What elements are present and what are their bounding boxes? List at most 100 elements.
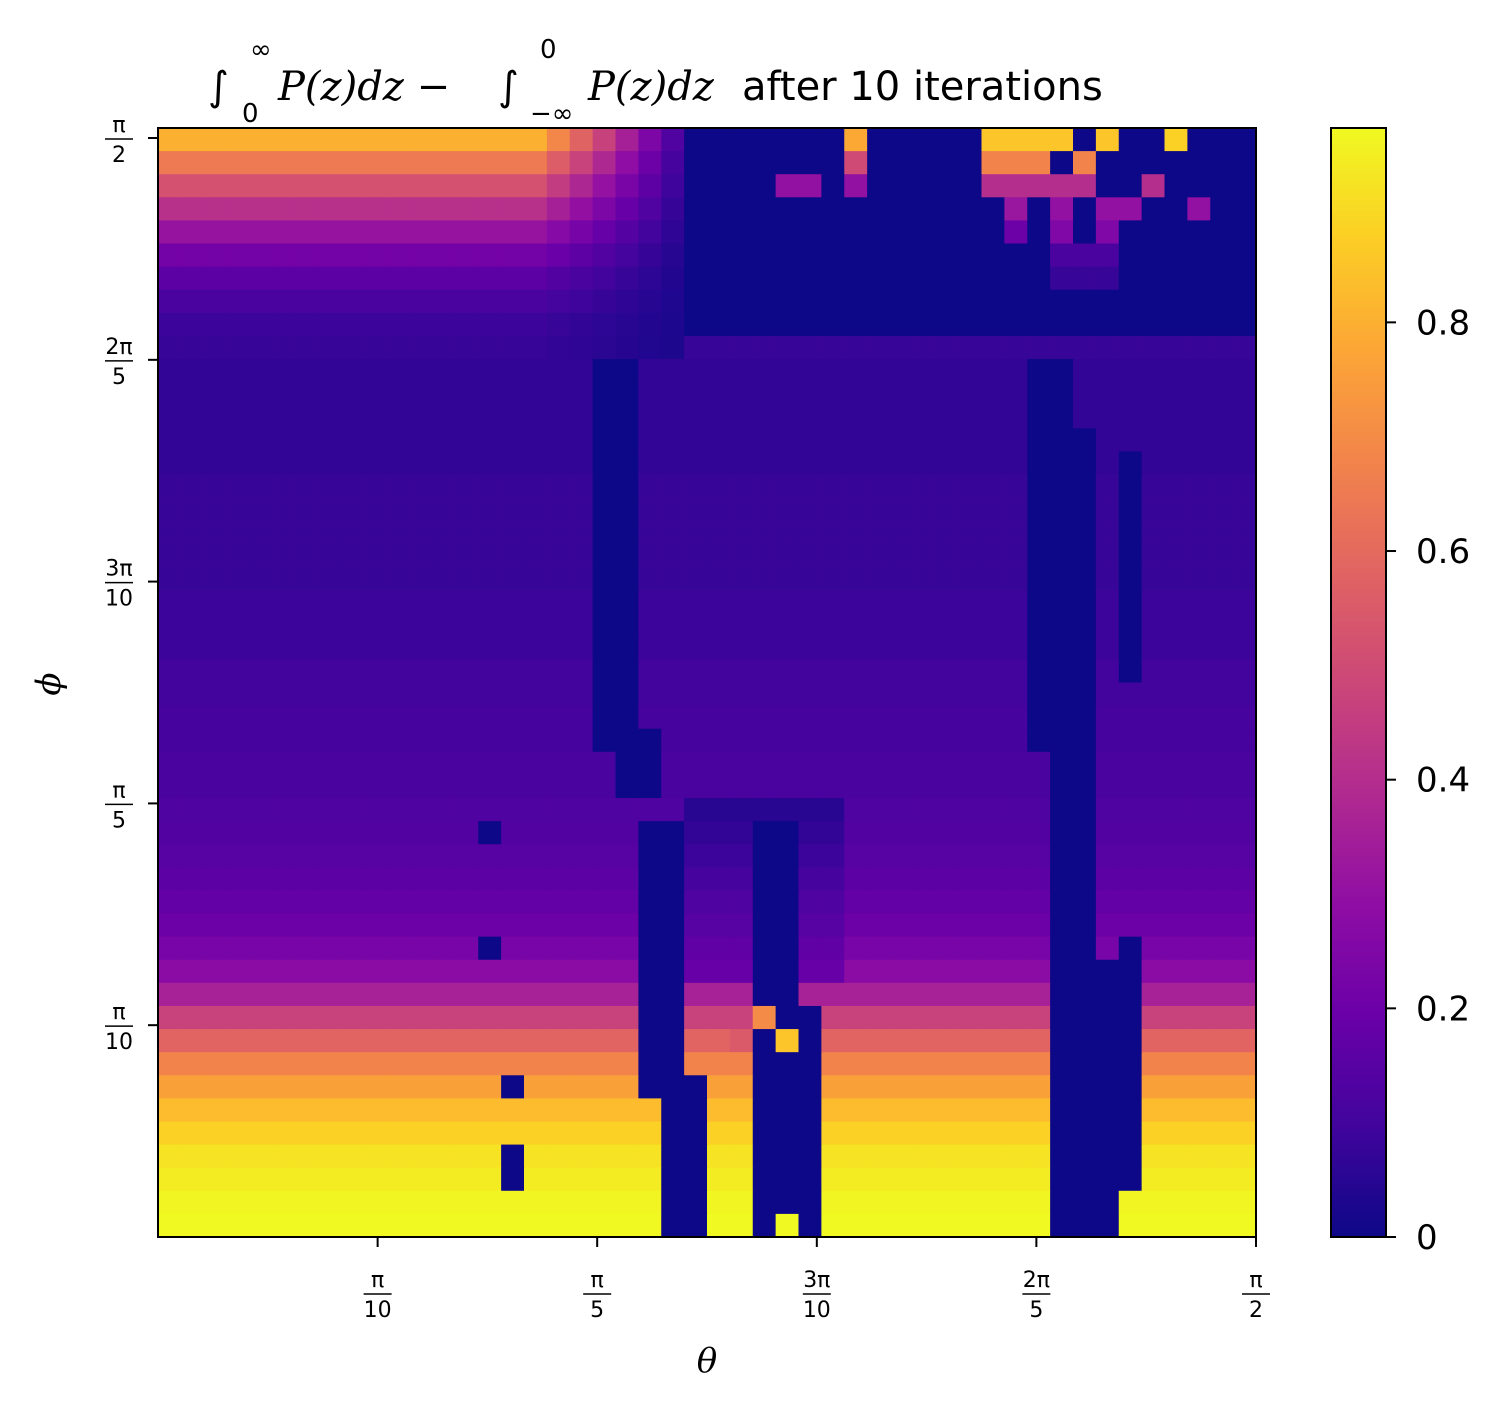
heatmap-cell <box>775 497 800 522</box>
heatmap-cell <box>409 1029 434 1053</box>
heatmap-cell <box>341 1190 365 1215</box>
heatmap-cell <box>1118 798 1143 822</box>
heatmap-cell <box>249 659 273 684</box>
heatmap-cell <box>158 774 182 799</box>
heatmap-cell <box>958 913 983 938</box>
heatmap-cell <box>295 1213 319 1238</box>
heatmap-cell <box>1118 705 1143 730</box>
heatmap-cell <box>386 1190 411 1215</box>
heatmap-cell <box>890 151 914 175</box>
heatmap-cell <box>684 1213 708 1238</box>
heatmap-cell <box>821 821 845 845</box>
heatmap-cell <box>912 1052 937 1076</box>
heatmap-cell <box>1118 1121 1143 1146</box>
heatmap-cell <box>1050 220 1074 245</box>
heatmap-cell <box>867 913 891 938</box>
heatmap-cell <box>615 751 639 776</box>
heatmap-cell <box>1004 1005 1028 1030</box>
heatmap-cell <box>1073 659 1097 684</box>
heatmap-cell <box>638 382 662 406</box>
heatmap-cell <box>684 266 708 291</box>
heatmap-cell <box>432 128 456 152</box>
heatmap-cell <box>546 474 571 499</box>
heatmap-cell <box>546 566 571 591</box>
heatmap-cell <box>775 1029 800 1053</box>
heatmap-cell <box>729 451 754 476</box>
heatmap-cell <box>912 590 937 614</box>
title-upper-2: 0 <box>540 35 557 65</box>
heatmap-cell <box>775 751 800 776</box>
heatmap-cell <box>524 959 548 984</box>
heatmap-cell <box>684 566 708 591</box>
heatmap-cell <box>890 1213 914 1238</box>
heatmap-cell <box>1210 220 1234 245</box>
heatmap-cell <box>455 335 479 360</box>
heatmap-cell <box>569 1213 594 1238</box>
heatmap-cell <box>1187 959 1211 984</box>
heatmap-cell <box>1187 1029 1211 1053</box>
heatmap-cell <box>775 982 800 1007</box>
heatmap-cell <box>981 197 1005 222</box>
heatmap-cell <box>890 867 914 892</box>
heatmap-cell <box>844 636 868 660</box>
heatmap-cell <box>798 1190 822 1215</box>
heatmap-cell <box>707 151 731 175</box>
heatmap-cell <box>569 474 594 499</box>
heatmap-cell <box>844 959 868 984</box>
heatmap-cell <box>524 705 548 730</box>
heatmap-cell <box>363 705 388 730</box>
heatmap-cell <box>432 312 456 337</box>
heatmap-cell <box>569 520 594 545</box>
heatmap-cell <box>546 1052 571 1076</box>
heatmap-cell <box>318 543 342 568</box>
heatmap-cell <box>935 844 960 868</box>
heatmap-cell <box>226 844 251 868</box>
heatmap-cell <box>158 636 182 660</box>
heatmap-cell <box>1095 890 1120 915</box>
heatmap-cell <box>752 636 777 660</box>
heatmap-cell <box>912 520 937 545</box>
heatmap-cell <box>981 1190 1005 1215</box>
heatmap-cell <box>592 428 617 453</box>
heatmap-cell <box>775 335 800 360</box>
heatmap-cell <box>524 751 548 776</box>
heatmap-cell <box>478 867 502 892</box>
heatmap-cell <box>524 174 548 198</box>
heatmap-cell <box>386 636 411 660</box>
heatmap-cell <box>180 220 205 245</box>
heatmap-cell <box>158 220 182 245</box>
heatmap-cell <box>1095 405 1120 429</box>
heatmap-cell <box>318 913 342 938</box>
heatmap-cell <box>1164 1098 1188 1123</box>
heatmap-cell <box>501 774 525 799</box>
heatmap-cell <box>752 890 777 915</box>
heatmap-cell <box>432 520 456 545</box>
heatmap-cell <box>1141 705 1166 730</box>
heatmap-cell <box>1004 1144 1028 1169</box>
heatmap-cell <box>1004 1121 1028 1146</box>
heatmap-cell <box>1164 636 1188 660</box>
heatmap-cell <box>1073 197 1097 222</box>
heatmap-cell <box>295 613 319 637</box>
heatmap-cell <box>729 844 754 868</box>
heatmap-cell <box>638 151 662 175</box>
heatmap-cell <box>1164 936 1188 961</box>
heatmap-cell <box>295 1190 319 1215</box>
heatmap-cell <box>1073 451 1097 476</box>
heatmap-cell <box>935 798 960 822</box>
heatmap-cell <box>546 890 571 915</box>
heatmap-cell <box>363 428 388 453</box>
heatmap-cell <box>432 890 456 915</box>
heatmap-cell <box>226 913 251 938</box>
heatmap-cell <box>912 428 937 453</box>
heatmap-cell <box>798 705 822 730</box>
heatmap-cell <box>821 197 845 222</box>
heatmap-cell <box>707 844 731 868</box>
heatmap-cell <box>729 266 754 291</box>
heatmap-cell <box>867 959 891 984</box>
heatmap-cell <box>318 844 342 868</box>
heatmap-cell <box>1050 497 1074 522</box>
heatmap-cell <box>775 728 800 753</box>
heatmap-cell <box>1118 613 1143 637</box>
y-tick-label-denominator: 10 <box>105 587 133 612</box>
